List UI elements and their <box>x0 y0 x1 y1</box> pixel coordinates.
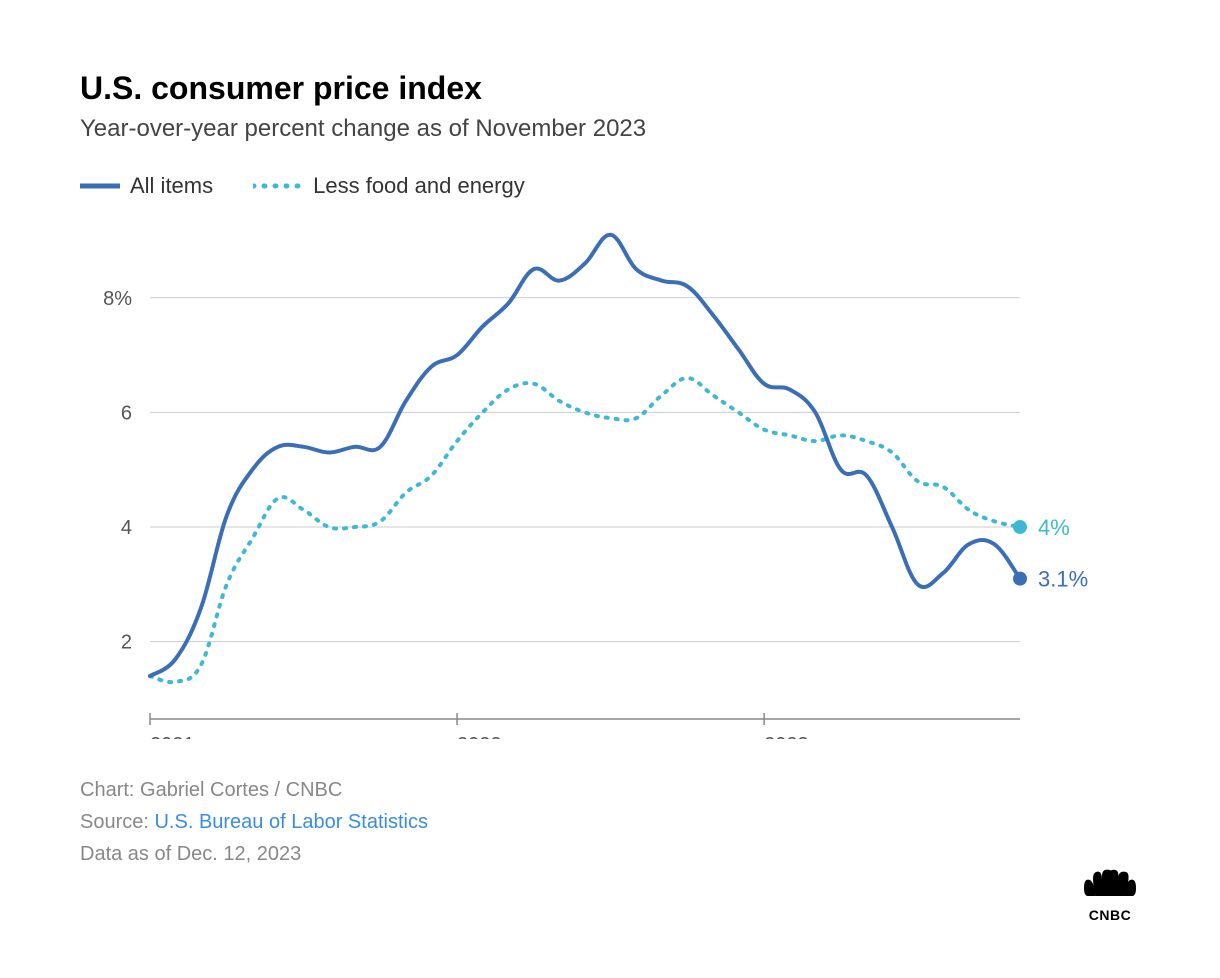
series-line <box>150 235 1020 676</box>
legend-swatch-dotted <box>253 180 303 192</box>
legend-swatch-solid <box>80 180 120 192</box>
chart-source: Source: U.S. Bureau of Labor Statistics <box>80 806 1140 838</box>
y-tick-label: 6 <box>121 402 132 424</box>
legend-label-1: All items <box>130 173 213 199</box>
chart-subtitle: Year-over-year percent change as of Nove… <box>80 115 1140 143</box>
data-date: Data as of Dec. 12, 2023 <box>80 838 1140 870</box>
end-label: 3.1% <box>1038 567 1088 592</box>
x-tick-label: 2023 <box>764 734 809 739</box>
x-tick-label: 2022 <box>457 734 502 739</box>
chart-title: U.S. consumer price index <box>80 70 1140 107</box>
legend-item-core: Less food and energy <box>253 173 525 199</box>
end-marker <box>1013 572 1027 586</box>
y-tick-label: 4 <box>121 517 132 539</box>
logo-text: CNBC <box>1080 907 1140 923</box>
y-tick-label: 8% <box>103 288 132 310</box>
x-tick-label: 2021 <box>150 734 195 739</box>
source-prefix: Source: <box>80 811 154 833</box>
line-chart: 2 4 6 8% 2021 2022 2023 4% 3.1% <box>80 219 1100 739</box>
source-link[interactable]: U.S. Bureau of Labor Statistics <box>154 811 427 833</box>
legend: All items Less food and energy <box>80 173 1140 199</box>
end-label: 4% <box>1038 515 1070 540</box>
cnbc-logo: CNBC <box>1080 866 1140 923</box>
legend-label-2: Less food and energy <box>313 173 525 199</box>
series-line <box>150 378 1020 682</box>
legend-item-all-items: All items <box>80 173 213 199</box>
peacock-icon <box>1080 866 1140 900</box>
end-marker <box>1013 520 1027 534</box>
chart-container: U.S. consumer price index Year-over-year… <box>0 0 1220 978</box>
y-tick-label: 2 <box>121 632 132 654</box>
chart-credit: Chart: Gabriel Cortes / CNBC <box>80 774 1140 806</box>
chart-footer: Chart: Gabriel Cortes / CNBC Source: U.S… <box>80 774 1140 870</box>
